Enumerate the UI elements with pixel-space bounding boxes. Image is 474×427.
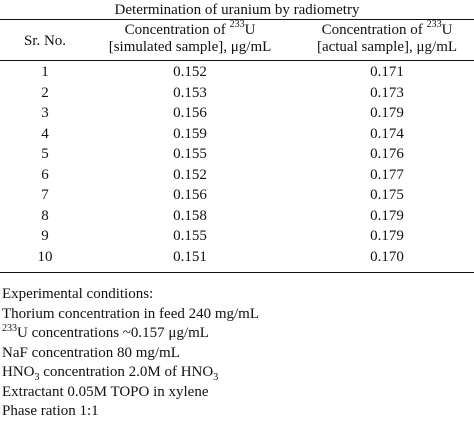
cell-simulated: 0.156 — [173, 105, 207, 121]
cell-actual: 0.171 — [370, 64, 404, 80]
header-sr-no: Sr. No. — [23, 33, 67, 49]
top-rule — [0, 19, 474, 20]
table-row: 8 0.158 0.179 — [0, 207, 474, 225]
notes-uranium: 233U concentrations ~0.157 μg/mL — [2, 323, 209, 342]
experimental-conditions: Experimental conditions: Thorium concent… — [2, 285, 259, 422]
table-row: 4 0.159 0.174 — [0, 125, 474, 143]
cell-actual: 0.175 — [370, 187, 404, 203]
header-simulated-line1: Concentration of 233U — [124, 19, 256, 39]
table-row: 1 0.152 0.171 — [0, 63, 474, 81]
cell-simulated: 0.159 — [173, 125, 207, 142]
notes-extractant: Extractant 0.05M TOPO in xylene — [2, 383, 209, 400]
table-row: 9 0.155 0.179 — [0, 227, 474, 245]
cell-simulated: 0.156 — [173, 187, 207, 203]
cell-actual: 0.177 — [370, 166, 404, 183]
cell-sr-no: 1 — [41, 64, 49, 80]
bottom-rule — [0, 272, 474, 273]
cell-simulated: 0.153 — [173, 84, 207, 101]
cell-actual: 0.170 — [370, 248, 404, 265]
cell-simulated: 0.158 — [173, 207, 207, 224]
table-row: 10 0.151 0.170 — [0, 248, 474, 266]
cell-sr-no: 5 — [41, 146, 49, 162]
cell-sr-no: 9 — [41, 228, 49, 244]
cell-simulated: 0.151 — [173, 248, 207, 265]
cell-simulated: 0.155 — [173, 228, 207, 244]
header-simulated: Concentration of 233U [simulated sample]… — [100, 19, 280, 56]
table-row: 7 0.156 0.175 — [0, 186, 474, 204]
table-row: 3 0.156 0.179 — [0, 104, 474, 122]
cell-sr-no: 7 — [41, 187, 49, 203]
cell-simulated: 0.155 — [173, 146, 207, 162]
cell-simulated: 0.152 — [173, 166, 207, 183]
cell-sr-no: 6 — [41, 166, 49, 183]
cell-actual: 0.179 — [370, 228, 404, 244]
header-actual-line1: Concentration of 233U — [321, 19, 453, 39]
table-row: 2 0.153 0.173 — [0, 84, 474, 102]
header-actual: Concentration of 233U [actual sample], μ… — [300, 19, 474, 56]
header-actual-line2: [actual sample], μg/mL — [316, 39, 458, 55]
cell-sr-no: 2 — [41, 84, 49, 101]
notes-heading: Experimental conditions: — [2, 286, 154, 302]
cell-sr-no: 10 — [37, 248, 53, 265]
cell-sr-no: 8 — [41, 207, 49, 224]
cell-actual: 0.173 — [370, 84, 404, 101]
cell-simulated: 0.152 — [173, 64, 207, 80]
cell-sr-no: 3 — [41, 105, 49, 121]
cell-actual: 0.176 — [370, 146, 404, 162]
cell-actual: 0.174 — [370, 125, 404, 142]
table-row: 6 0.152 0.177 — [0, 166, 474, 184]
table-row: 5 0.155 0.176 — [0, 145, 474, 163]
header-simulated-line2: [simulated sample], μg/mL — [108, 39, 272, 55]
notes-hno3: HNO3 concentration 2.0M of HNO3 — [2, 364, 219, 383]
cell-sr-no: 4 — [41, 125, 49, 142]
table-caption: Determination of uranium by radiometry — [114, 2, 360, 18]
header-rule — [0, 60, 474, 61]
notes-thorium: Thorium concentration in feed 240 mg/mL — [2, 305, 260, 322]
cell-actual: 0.179 — [370, 207, 404, 224]
cell-actual: 0.179 — [370, 105, 404, 121]
notes-phase: Phase ration 1:1 — [2, 403, 99, 419]
notes-naf: NaF concentration 80 mg/mL — [2, 344, 180, 361]
